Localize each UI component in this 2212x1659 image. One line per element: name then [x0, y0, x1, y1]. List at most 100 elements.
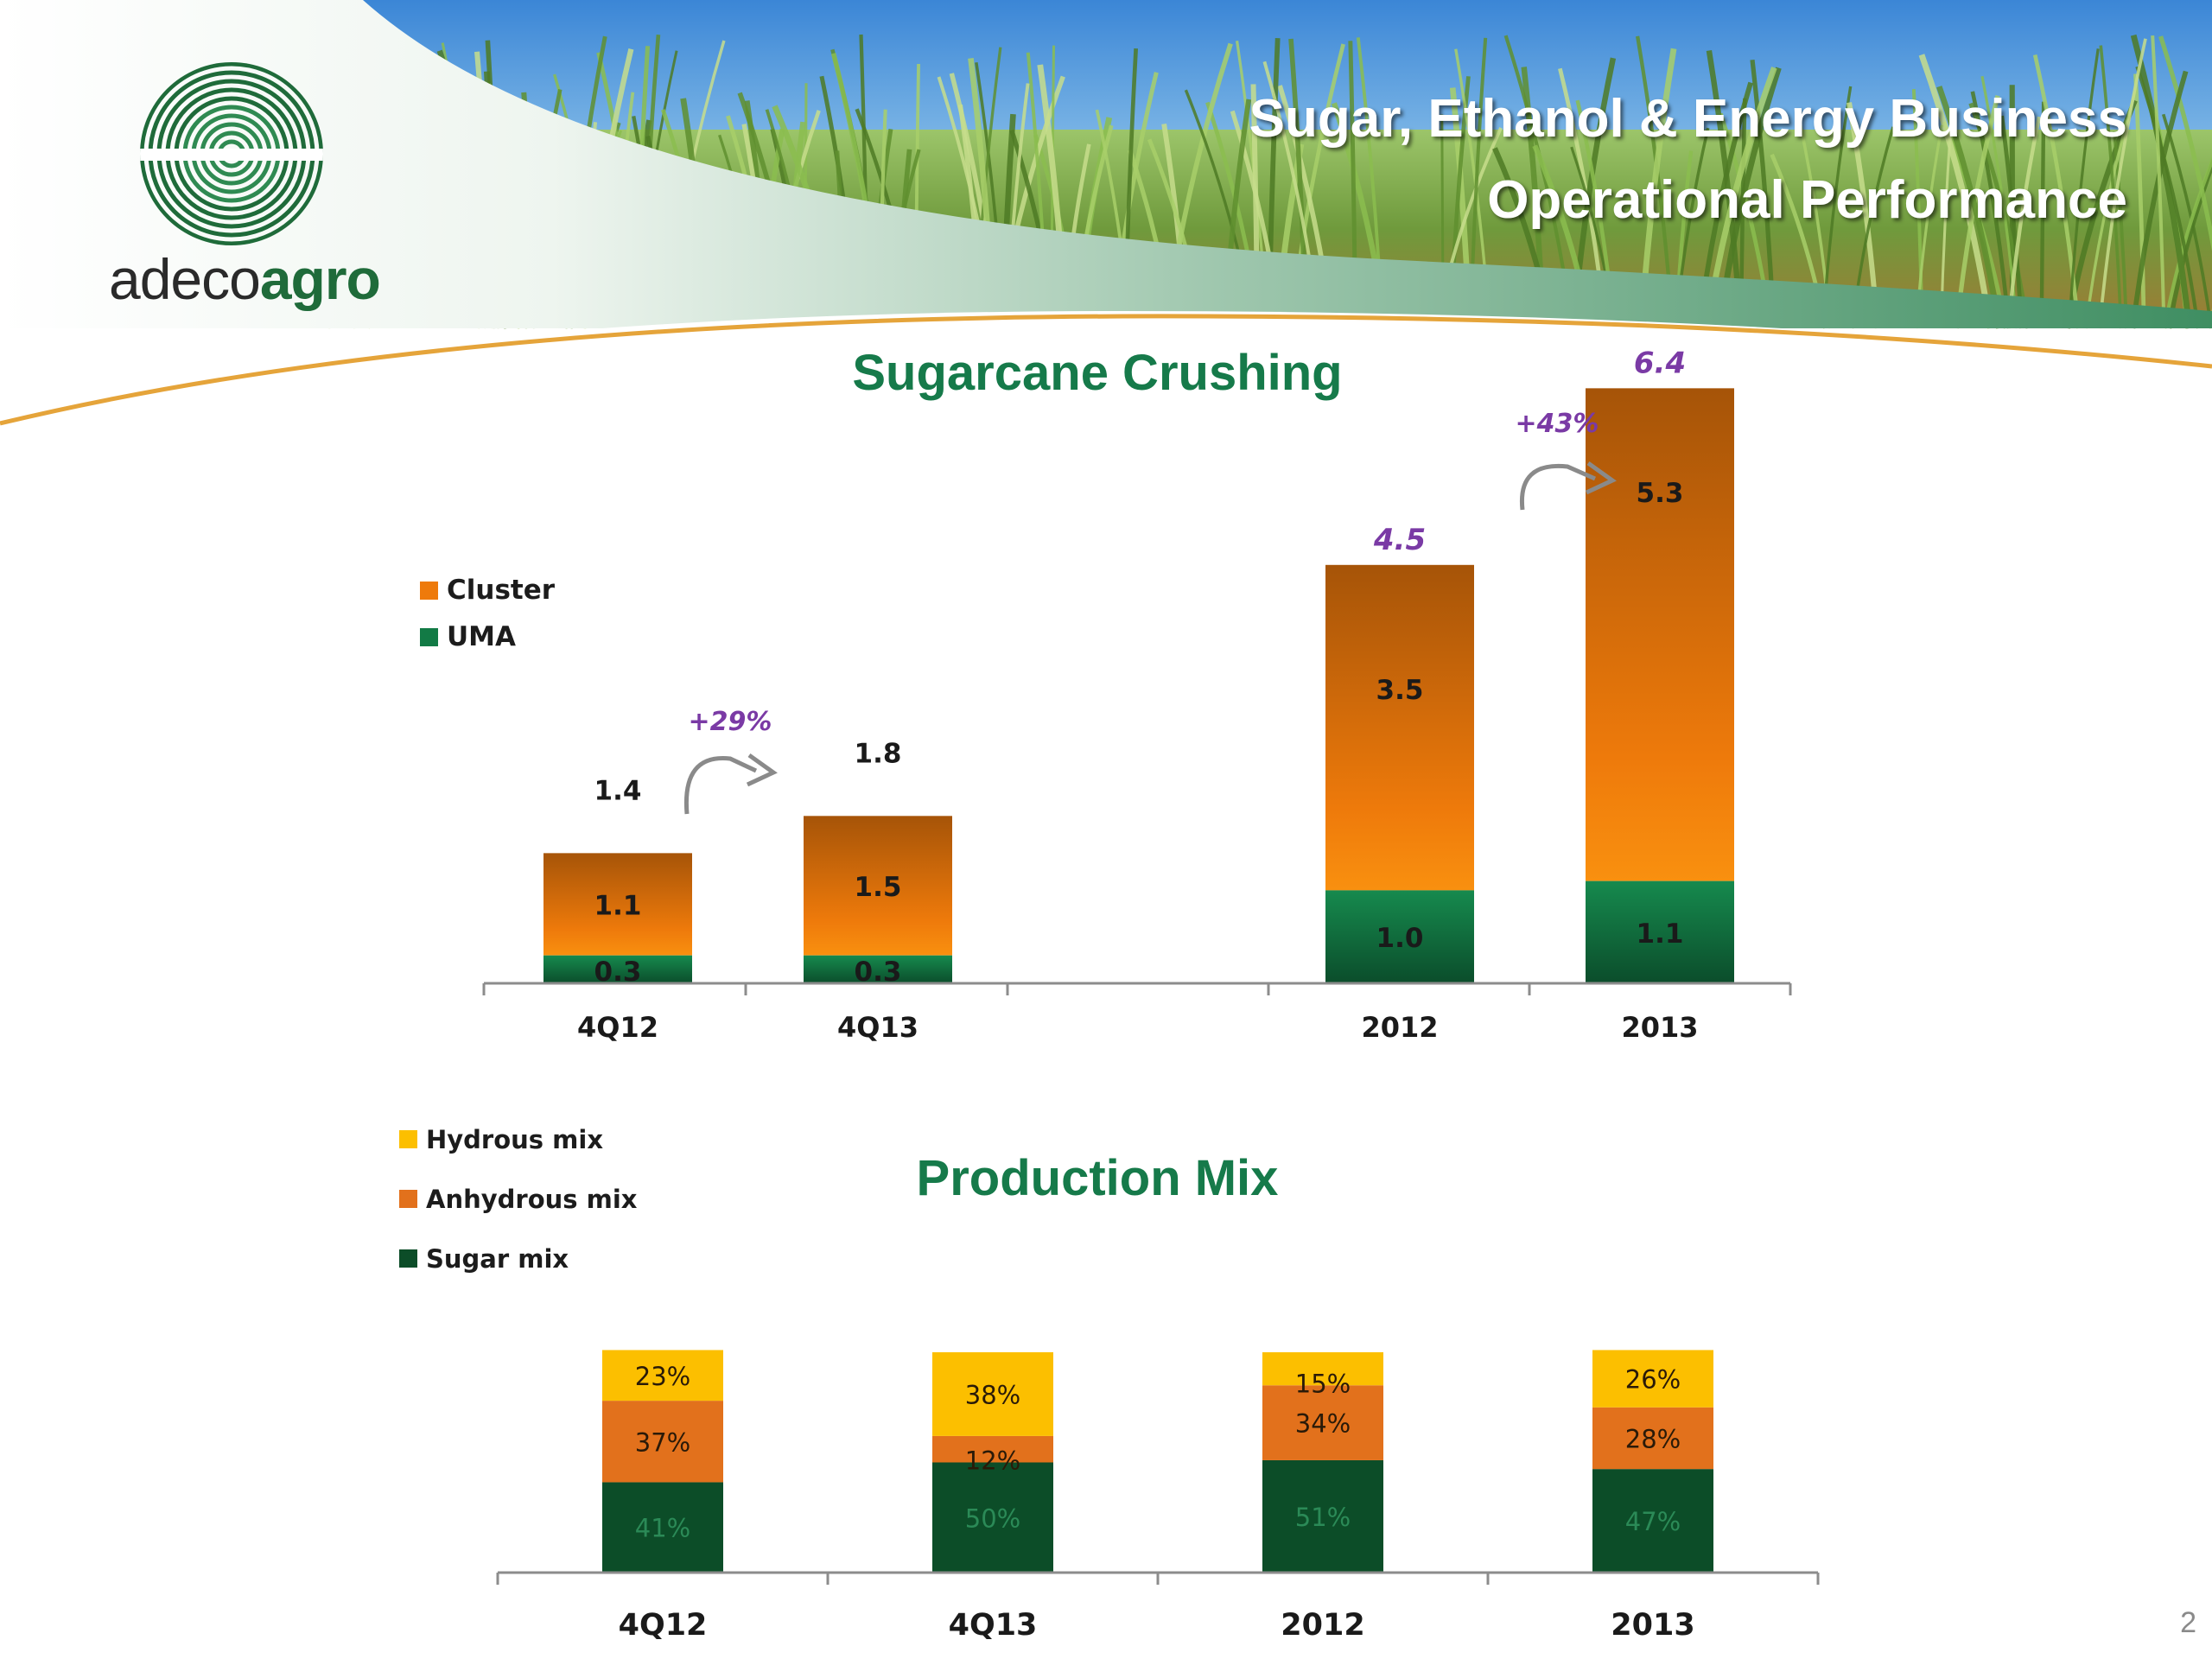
xtick-crushing-2012: 2012 — [1361, 1011, 1438, 1044]
bar-sugar-4q12 — [602, 1482, 723, 1573]
bar-uma-4q13 — [804, 955, 952, 983]
label-sugar-4q13: 50% — [965, 1503, 1020, 1533]
label-hydrous-4q13: 38% — [965, 1380, 1020, 1409]
legend-item-anhydrous: Anhydrous mix — [399, 1169, 638, 1229]
growth-arrowhead-icon — [746, 753, 778, 787]
page-number: 2 — [2180, 1606, 2196, 1639]
brand-wordmark-light: adeco — [109, 247, 261, 311]
label-uma-2013: 1.1 — [1637, 918, 1684, 950]
header-swoosh — [0, 0, 2212, 328]
xtick-mix-2013: 2013 — [1611, 1608, 1694, 1643]
sugarcane-crushing-chart: 0.31.11.44Q120.31.51.84Q131.03.54.520121… — [482, 346, 1792, 1044]
label-uma-2012: 1.0 — [1376, 923, 1424, 954]
cane-blade — [2135, 66, 2201, 329]
label-hydrous-2013: 26% — [1625, 1365, 1681, 1395]
bar-cluster-4q12 — [543, 853, 692, 956]
brand-wordmark-bold: agro — [259, 247, 381, 311]
legend-item-uma: UMA — [420, 613, 555, 660]
legend-item-sugar: Sugar mix — [399, 1229, 638, 1288]
cane-blade — [2163, 156, 2212, 329]
legend-swatch-sugar — [399, 1249, 417, 1268]
growth-arrowhead-icon — [1585, 461, 1617, 495]
bar-sugar-2012 — [1262, 1459, 1383, 1573]
crushing-chart-title: Sugarcane Crushing — [852, 345, 1343, 401]
bar-cluster-4q13 — [804, 816, 952, 956]
total-4q13: 1.8 — [855, 738, 902, 769]
cane-blade — [2133, 73, 2146, 329]
legend-label-sugar: Sugar mix — [426, 1243, 569, 1274]
bar-anhydrous-2012 — [1262, 1385, 1383, 1460]
xtick-crushing-4q12: 4Q12 — [577, 1011, 658, 1044]
cane-blade — [2130, 34, 2193, 329]
label-anhydrous-4q13: 12% — [965, 1446, 1020, 1476]
total-2012: 4.5 — [1373, 523, 1426, 557]
label-hydrous-4q12: 23% — [635, 1362, 690, 1391]
cane-blade — [2097, 38, 2147, 329]
mix-legend: Hydrous mix Anhydrous mix Sugar mix — [399, 1109, 638, 1288]
slide-title-line1: Sugar, Ethanol & Energy Business — [1249, 89, 2127, 149]
cane-blade — [2032, 54, 2081, 329]
cane-blade — [2067, 48, 2100, 329]
bar-hydrous-4q13 — [932, 1352, 1053, 1436]
bar-hydrous-2013 — [1592, 1350, 1713, 1408]
bar-hydrous-4q12 — [602, 1350, 723, 1402]
label-sugar-2012: 51% — [1295, 1503, 1351, 1532]
crushing-legend: Cluster UMA — [420, 567, 555, 660]
logo-cut — [140, 149, 323, 161]
legend-label-uma: UMA — [447, 621, 517, 652]
cane-blade — [2158, 35, 2212, 251]
label-hydrous-2012: 15% — [1295, 1369, 1351, 1398]
label-sugar-2013: 47% — [1625, 1507, 1681, 1536]
growth-arrow-icon — [683, 756, 758, 815]
legend-item-cluster: Cluster — [420, 567, 555, 613]
growth-arrow-icon — [1519, 463, 1597, 511]
label-cluster-4q13: 1.5 — [855, 872, 902, 903]
label-anhydrous-2012: 34% — [1295, 1409, 1351, 1439]
cane-blade — [1980, 75, 2018, 329]
xtick-mix-4q12: 4Q12 — [619, 1608, 708, 1643]
production-mix-chart: 41% 37% 23% 4Q12 50% 12% 38% 4Q13 51% 34% 15% 2012 4… — [496, 1350, 1820, 1643]
legend-label-anhydrous: Anhydrous mix — [426, 1184, 638, 1214]
bar-cluster-2013 — [1586, 388, 1734, 881]
bar-anhydrous-2013 — [1592, 1407, 1713, 1470]
cane-blade — [2130, 70, 2189, 329]
legend-item-hydrous: Hydrous mix — [399, 1109, 638, 1169]
legend-label-hydrous: Hydrous mix — [426, 1124, 604, 1154]
label-anhydrous-4q12: 37% — [635, 1427, 690, 1457]
bar-uma-2012 — [1325, 890, 1474, 983]
legend-label-cluster: Cluster — [447, 575, 556, 606]
label-anhydrous-2013: 28% — [1625, 1424, 1681, 1453]
slide-title-line2: Operational Performance — [1487, 170, 2127, 230]
bar-uma-4q12 — [543, 955, 692, 983]
bar-anhydrous-4q12 — [602, 1401, 723, 1483]
xtick-crushing-2013: 2013 — [1621, 1011, 1698, 1044]
legend-swatch-cluster — [420, 581, 438, 600]
legend-swatch-anhydrous — [399, 1190, 417, 1208]
label-cluster-2013: 5.3 — [1637, 478, 1684, 509]
label-cluster-4q12: 1.1 — [594, 891, 642, 922]
adecoagro-logo-icon — [140, 62, 323, 245]
label-sugar-4q12: 41% — [635, 1514, 690, 1543]
legend-swatch-hydrous — [399, 1130, 417, 1148]
cane-blade — [1918, 54, 1993, 329]
cane-blade — [2151, 35, 2166, 329]
growth-label-4q12-4q13: +29% — [689, 707, 772, 737]
total-4q12: 1.4 — [594, 775, 642, 806]
xtick-mix-2012: 2012 — [1281, 1608, 1364, 1643]
brand-wordmark: adecoagro — [109, 246, 381, 312]
header-gold-curve — [0, 314, 2212, 426]
total-2013: 6.4 — [1634, 346, 1686, 380]
xtick-crushing-4q13: 4Q13 — [837, 1011, 918, 1044]
cane-blade — [2099, 45, 2123, 329]
mix-chart-title: Production Mix — [916, 1150, 1279, 1206]
label-cluster-2012: 3.5 — [1376, 675, 1424, 706]
bar-anhydrous-4q13 — [932, 1435, 1053, 1463]
bar-sugar-4q13 — [932, 1462, 1053, 1573]
bar-uma-2013 — [1586, 880, 1734, 983]
growth-label-2012-2013: +43% — [1516, 409, 1599, 439]
xtick-mix-4q13: 4Q13 — [949, 1608, 1038, 1643]
bar-hydrous-2012 — [1262, 1352, 1383, 1386]
bar-cluster-2012 — [1325, 564, 1474, 891]
bar-sugar-2013 — [1592, 1469, 1713, 1573]
